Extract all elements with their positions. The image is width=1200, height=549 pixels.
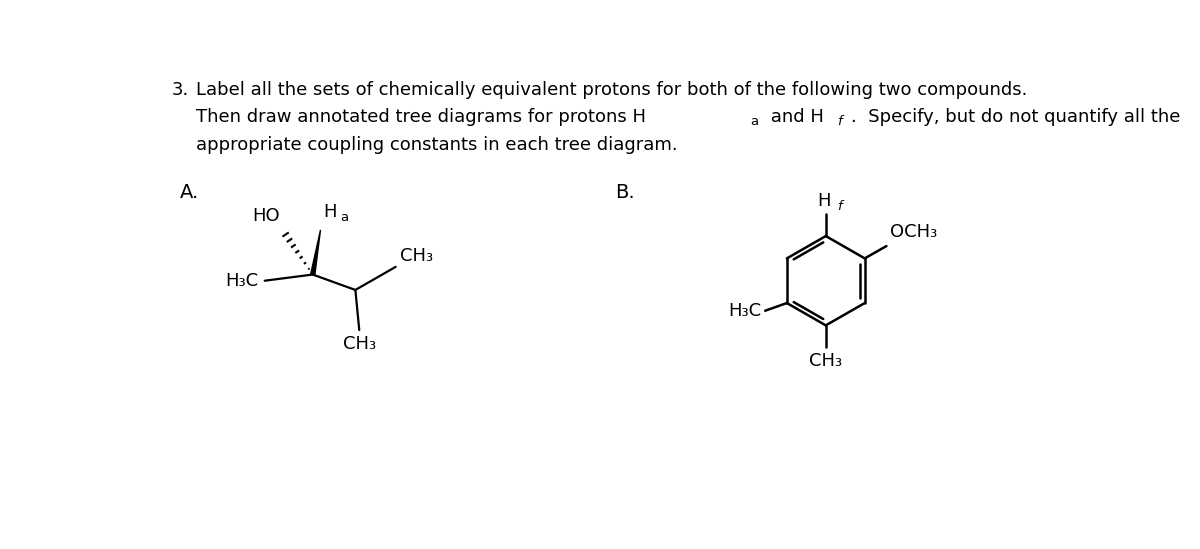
Text: a: a (751, 115, 758, 128)
Text: A.: A. (180, 183, 199, 201)
Text: H₃C: H₃C (226, 272, 258, 290)
Text: HO: HO (252, 208, 280, 225)
Text: 3.: 3. (172, 81, 188, 99)
Text: CH₃: CH₃ (343, 334, 376, 352)
Text: Then draw annotated tree diagrams for protons H: Then draw annotated tree diagrams for pr… (197, 109, 647, 126)
Text: .  Specify, but do not quantify all the: . Specify, but do not quantify all the (851, 109, 1180, 126)
Text: B.: B. (616, 183, 635, 201)
Text: and H: and H (764, 109, 823, 126)
Text: Label all the sets of chemically equivalent protons for both of the following tw: Label all the sets of chemically equival… (197, 81, 1028, 99)
Text: OCH₃: OCH₃ (889, 223, 937, 240)
Text: a: a (340, 211, 348, 224)
Text: H: H (817, 192, 832, 210)
Text: H₃C: H₃C (728, 302, 761, 320)
Text: CH₃: CH₃ (809, 351, 842, 369)
Text: H: H (323, 203, 336, 221)
Text: f: f (836, 115, 841, 128)
Text: f: f (836, 200, 841, 213)
Polygon shape (311, 230, 320, 275)
Text: CH₃: CH₃ (400, 247, 433, 265)
Text: appropriate coupling constants in each tree diagram.: appropriate coupling constants in each t… (197, 136, 678, 154)
